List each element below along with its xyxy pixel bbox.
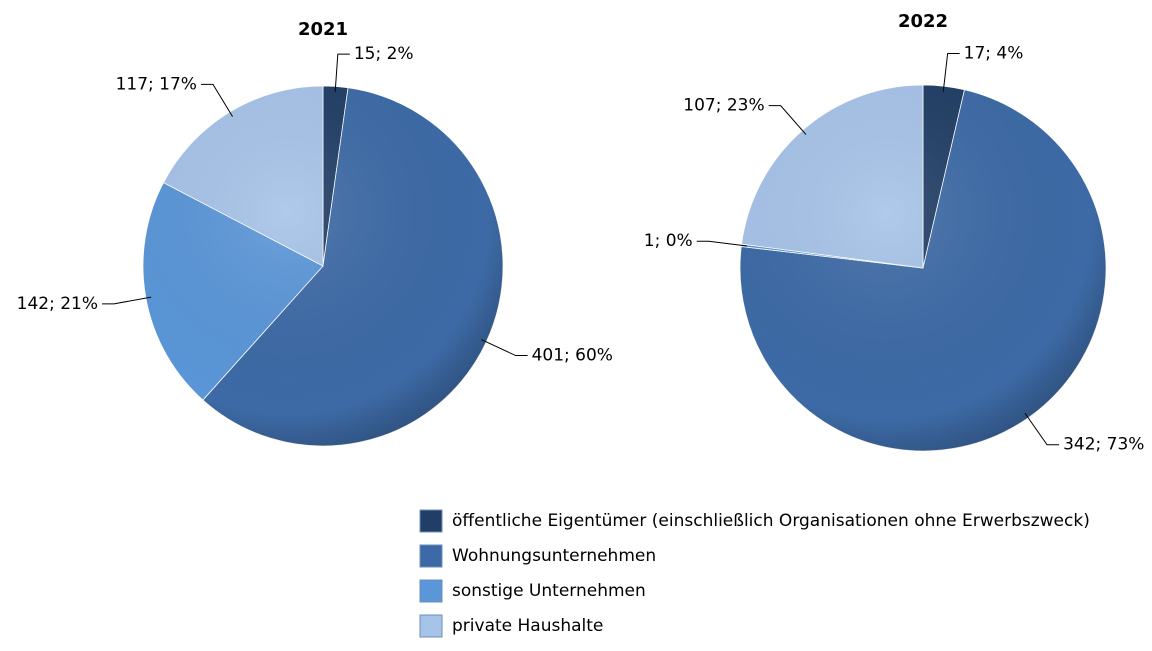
leader-line: [200, 83, 233, 117]
leader-line: [768, 105, 807, 135]
chart-title: 2022: [898, 11, 948, 32]
data-label: 17; 4%: [964, 43, 1024, 63]
chart-title: 2021: [298, 19, 348, 40]
leader-line: [334, 53, 350, 92]
data-label: 342; 73%: [1063, 435, 1144, 455]
legend-swatch: [419, 509, 443, 533]
data-label: 117; 17%: [116, 74, 197, 94]
data-label: 401; 60%: [532, 346, 613, 366]
data-label: 15; 2%: [354, 44, 414, 64]
legend-label: sonstige Unternehmen: [452, 581, 646, 601]
leader-line: [1024, 412, 1060, 446]
legend-swatch: [419, 579, 443, 603]
legend-swatch: [419, 614, 443, 638]
data-label: 1; 0%: [644, 231, 693, 251]
leader-line: [696, 240, 747, 247]
legend-label: Wohnungsunternehmen: [452, 546, 656, 566]
legend-label: private Haushalte: [452, 616, 603, 636]
leader-line: [942, 52, 960, 92]
pie-slice: [741, 84, 924, 269]
data-label: 107; 23%: [683, 96, 764, 116]
data-label: 142; 21%: [17, 294, 98, 314]
leader-line: [481, 339, 528, 357]
legend-label: öffentliche Eigentümer (einschließlich O…: [452, 511, 1090, 531]
legend-swatch: [419, 544, 443, 568]
leader-line: [102, 296, 152, 305]
